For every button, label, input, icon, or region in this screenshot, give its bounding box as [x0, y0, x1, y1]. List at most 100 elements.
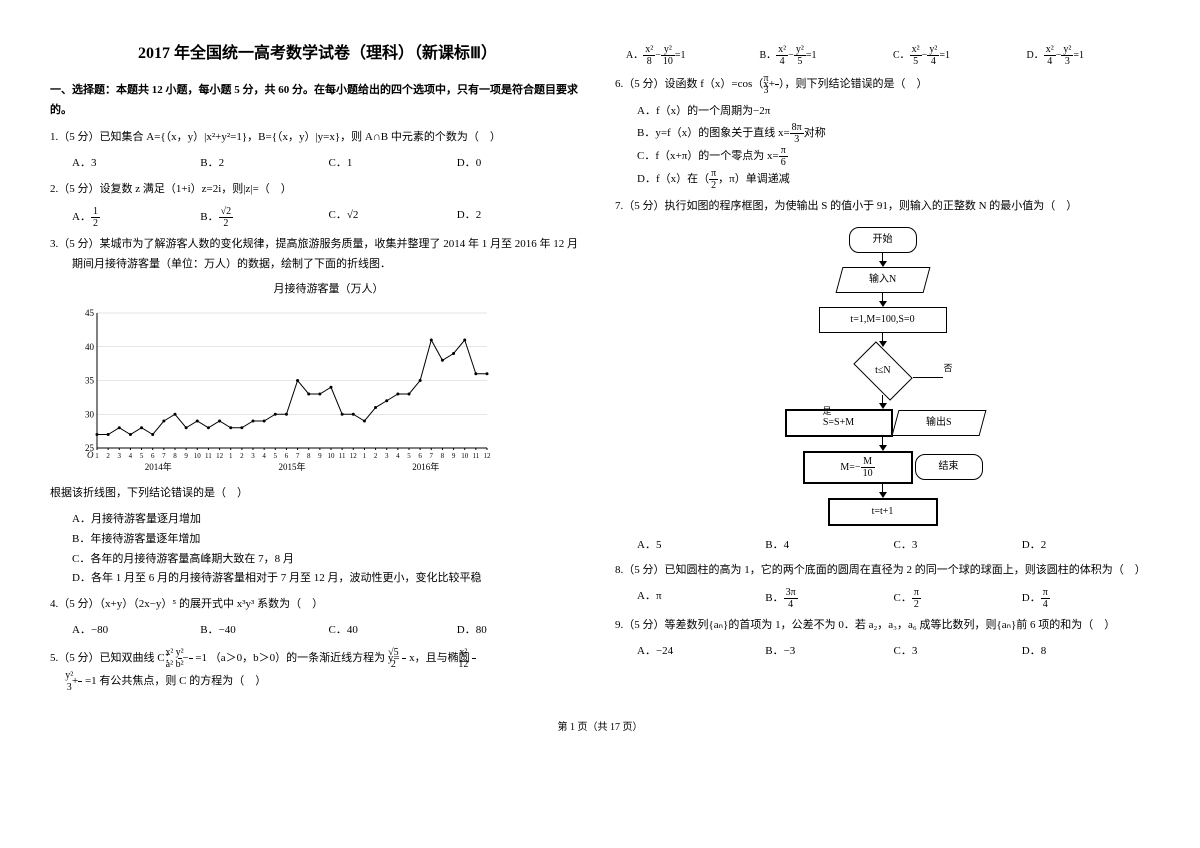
- svg-text:12: 12: [216, 452, 224, 460]
- svg-text:8: 8: [307, 452, 311, 460]
- flow-yes-label: 是: [823, 403, 832, 419]
- question-7: 7.（5 分）执行如图的程序框图，为使输出 S 的值小于 91，则输入的正整数 …: [615, 197, 1150, 217]
- q9-opt-d: D．8: [1022, 642, 1150, 662]
- q2-opt-c: C．√2: [329, 206, 457, 229]
- question-5: 5.（5 分）已知双曲线 C： x²a²−y²b² =1 （a＞0，b＞0）的一…: [50, 647, 585, 693]
- flow-step3: t=t+1: [828, 498, 938, 526]
- chart-title: 月接待游客量（万人）: [72, 280, 585, 300]
- svg-text:11: 11: [205, 452, 212, 460]
- svg-text:35: 35: [85, 376, 95, 386]
- flow-init: t=1,M=100,S=0: [819, 307, 947, 333]
- q5-opt-a: A．x²8−y²10=1: [626, 44, 750, 67]
- q6-opt-a: A．f（x）的一个周期为−2π: [637, 102, 1150, 122]
- flow-step1: S=S+M: [785, 409, 893, 437]
- svg-text:7: 7: [296, 452, 300, 460]
- page-footer: 第 1 页（共 17 页）: [50, 719, 1150, 737]
- svg-text:12: 12: [350, 452, 358, 460]
- flow-start: 开始: [849, 227, 917, 253]
- question-6: 6.（5 分）设函数 f（x）=cos（x+π3），则下列结论错误的是（ ）: [615, 73, 1150, 96]
- svg-text:6: 6: [418, 452, 422, 460]
- q4-opt-b: B．−40: [200, 621, 328, 641]
- flowchart: 开始 输入N t=1,M=100,S=0 t≤N 是 否 S=S+M 输出S M…: [783, 227, 983, 526]
- flow-step2: M=−M10: [803, 451, 913, 484]
- right-column: A．x²8−y²10=1 B．x²4−y²5=1 C．x²5−y²4=1 D．x…: [615, 40, 1150, 699]
- q7-options: A．5 B．4 C．3 D．2: [637, 536, 1150, 556]
- q3-stem: 根据该折线图，下列结论错误的是（ ）: [50, 484, 585, 504]
- q8-opt-d: D．π4: [1022, 587, 1150, 610]
- q1-opt-d: D．0: [457, 154, 585, 174]
- svg-text:9: 9: [318, 452, 322, 460]
- svg-text:9: 9: [184, 452, 188, 460]
- svg-text:12: 12: [484, 452, 492, 460]
- q9-opt-b: B．−3: [765, 642, 893, 662]
- svg-text:2: 2: [106, 452, 110, 460]
- svg-text:3: 3: [385, 452, 389, 460]
- question-3: 3.（5 分）某城市为了解游客人数的变化规律，提高旅游服务质量，收集并整理了 2…: [50, 235, 585, 275]
- svg-text:10: 10: [328, 452, 336, 460]
- q3-opt-c: C．各年的月接待游客量高峰期大致在 7，8 月: [72, 550, 585, 570]
- svg-text:2016年: 2016年: [412, 461, 439, 472]
- exam-page: 2017 年全国统一高考数学试卷（理科）（新课标Ⅲ） 一、选择题：本题共 12 …: [50, 40, 1150, 699]
- flow-input: 输入N: [835, 267, 930, 293]
- svg-text:4: 4: [129, 452, 133, 460]
- svg-text:9: 9: [452, 452, 456, 460]
- chart-svg: 2530354045123456789101112123456789101112…: [72, 308, 492, 478]
- svg-text:3: 3: [118, 452, 122, 460]
- flow-no-label: 否: [943, 360, 952, 376]
- svg-text:6: 6: [285, 452, 289, 460]
- q9-opt-c: C．3: [894, 642, 1022, 662]
- q7-opt-b: B．4: [765, 536, 893, 556]
- exam-title: 2017 年全国统一高考数学试卷（理科）（新课标Ⅲ）: [50, 40, 585, 69]
- left-column: 2017 年全国统一高考数学试卷（理科）（新课标Ⅲ） 一、选择题：本题共 12 …: [50, 40, 585, 699]
- q5-opt-c: C．x²5−y²4=1: [893, 44, 1017, 67]
- q4-opt-c: C．40: [329, 621, 457, 641]
- q7-opt-c: C．3: [894, 536, 1022, 556]
- svg-text:O: O: [87, 450, 94, 460]
- question-9: 9.（5 分）等差数列{aₙ}的首项为 1，公差不为 0．若 a₂，a₃，a₆ …: [615, 616, 1150, 636]
- flow-end: 结束: [915, 454, 983, 480]
- svg-text:2: 2: [374, 452, 378, 460]
- svg-text:4: 4: [262, 452, 266, 460]
- svg-text:11: 11: [472, 452, 479, 460]
- q5-opt-b: B．x²4−y²5=1: [760, 44, 884, 67]
- q2-options: A．12 B．√22 C．√2 D．2: [72, 206, 585, 229]
- q1-opt-a: A．3: [72, 154, 200, 174]
- question-8: 8.（5 分）已知圆柱的高为 1，它的两个底面的圆周在直径为 2 的同一个球的球…: [615, 561, 1150, 581]
- question-4: 4.（5 分）（x+y）（2x−y）⁵ 的展开式中 x³y³ 系数为（ ）: [50, 595, 585, 615]
- q7-opt-d: D．2: [1022, 536, 1150, 556]
- q9-opt-a: A．−24: [637, 642, 765, 662]
- q1-opt-c: C．1: [329, 154, 457, 174]
- q6-opt-b: B．y=f（x）的图象关于直线 x=8π3对称: [637, 122, 1150, 145]
- q2-opt-d: D．2: [457, 206, 585, 229]
- svg-text:10: 10: [461, 452, 469, 460]
- flow-output: 输出S: [891, 410, 986, 436]
- svg-text:11: 11: [339, 452, 346, 460]
- q3-opt-d: D．各年 1 月至 6 月的月接待游客量相对于 7 月至 12 月，波动性更小，…: [72, 569, 585, 589]
- svg-text:5: 5: [140, 452, 144, 460]
- q3-opt-a: A．月接待游客量逐月增加: [72, 510, 585, 530]
- section-header: 一、选择题：本题共 12 小题，每小题 5 分，共 60 分。在每小题给出的四个…: [50, 81, 585, 121]
- q8-opt-b: B．3π4: [765, 587, 893, 610]
- svg-text:10: 10: [194, 452, 202, 460]
- q8-opt-c: C．π2: [894, 587, 1022, 610]
- svg-text:7: 7: [162, 452, 166, 460]
- svg-text:2014年: 2014年: [145, 461, 172, 472]
- q7-opt-a: A．5: [637, 536, 765, 556]
- svg-text:7: 7: [430, 452, 434, 460]
- q3-opt-b: B．年接待游客量逐年增加: [72, 530, 585, 550]
- q6-opt-c: C．f（x+π）的一个零点为 x=π6: [637, 145, 1150, 168]
- svg-text:3: 3: [251, 452, 255, 460]
- q5-options: A．x²8−y²10=1 B．x²4−y²5=1 C．x²5−y²4=1 D．x…: [626, 44, 1150, 67]
- q6-opt-d: D．f（x）在（π2，π）单调递减: [637, 168, 1150, 191]
- svg-text:8: 8: [441, 452, 445, 460]
- q5-opt-d: D．x²4−y²3=1: [1027, 44, 1151, 67]
- q1-opt-b: B．2: [200, 154, 328, 174]
- svg-text:5: 5: [274, 452, 278, 460]
- svg-text:8: 8: [173, 452, 177, 460]
- q1-options: A．3 B．2 C．1 D．0: [72, 154, 585, 174]
- svg-text:2015年: 2015年: [278, 461, 305, 472]
- q8-options: A．π B．3π4 C．π2 D．π4: [637, 587, 1150, 610]
- q2-opt-a: A．12: [72, 206, 200, 229]
- q4-options: A．−80 B．−40 C．40 D．80: [72, 621, 585, 641]
- svg-text:4: 4: [396, 452, 400, 460]
